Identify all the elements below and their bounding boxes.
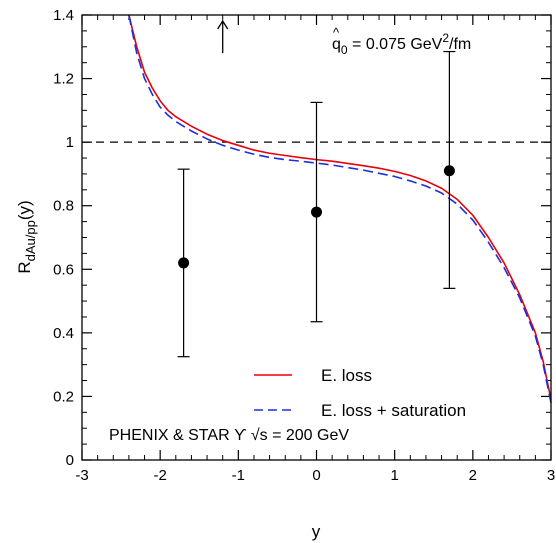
- y-axis-title-main: R: [15, 261, 34, 273]
- hat-icon: ^: [333, 25, 340, 40]
- experiment-annotation: PHENIX & STAR ϒ √s = 200 GeV: [109, 427, 349, 444]
- y-tick-label: 0: [66, 452, 74, 469]
- y-tick-label: 0.8: [53, 198, 74, 215]
- x-tick-label: 3: [547, 467, 555, 484]
- legend-label-e-loss-saturation: E. loss + saturation: [321, 401, 466, 420]
- data-point: [178, 257, 190, 269]
- qhat-superscript: 2: [442, 31, 449, 45]
- y-tick-label: 0.2: [53, 388, 74, 405]
- series-line-1: [128, 14, 552, 403]
- series-layer: [128, 14, 552, 403]
- up-arrow-icon: [217, 19, 229, 30]
- x-tick-label: -2: [153, 467, 166, 484]
- x-tick-label: 0: [312, 467, 320, 484]
- y-axis-title-sub: dAu/pp: [23, 220, 38, 261]
- qhat-subscript: 0: [341, 43, 348, 57]
- x-tick-label: -1: [232, 467, 245, 484]
- legend-label-e-loss: E. loss: [321, 366, 372, 385]
- plot-frame: [81, 14, 552, 461]
- y-tick-label: 0.6: [53, 261, 74, 278]
- qhat-annotation: q0 = 0.075 GeV2/fm: [332, 31, 471, 57]
- y-tick-label: 1.2: [53, 71, 74, 88]
- y-tick-label: 1: [66, 134, 74, 151]
- x-tick-label: 1: [390, 467, 398, 484]
- data-point: [443, 165, 455, 177]
- qhat-value: = 0.075 GeV: [348, 36, 443, 53]
- qhat-symbol: q: [332, 36, 341, 53]
- y-axis-title: RdAu/pp(y): [15, 200, 38, 273]
- y-tick-label: 0.4: [53, 325, 74, 342]
- legend: E. loss E. loss + saturation: [254, 366, 466, 420]
- y-axis-title-suffix: (y): [15, 200, 34, 220]
- x-tick-label: -3: [75, 467, 88, 484]
- x-axis-title: y: [312, 522, 321, 541]
- data-points-layer: [177, 19, 456, 358]
- data-point: [311, 206, 322, 218]
- qhat-unit: /fm: [449, 36, 471, 53]
- x-tick-label: 2: [469, 467, 477, 484]
- series-line-0: [128, 14, 552, 400]
- y-tick-label: 1.4: [53, 7, 74, 24]
- axis-ticks: -3 -2 -1 0 1 2 3 0 0.2 0.4 0.6 0.8 1 1.2 1.4: [53, 7, 555, 484]
